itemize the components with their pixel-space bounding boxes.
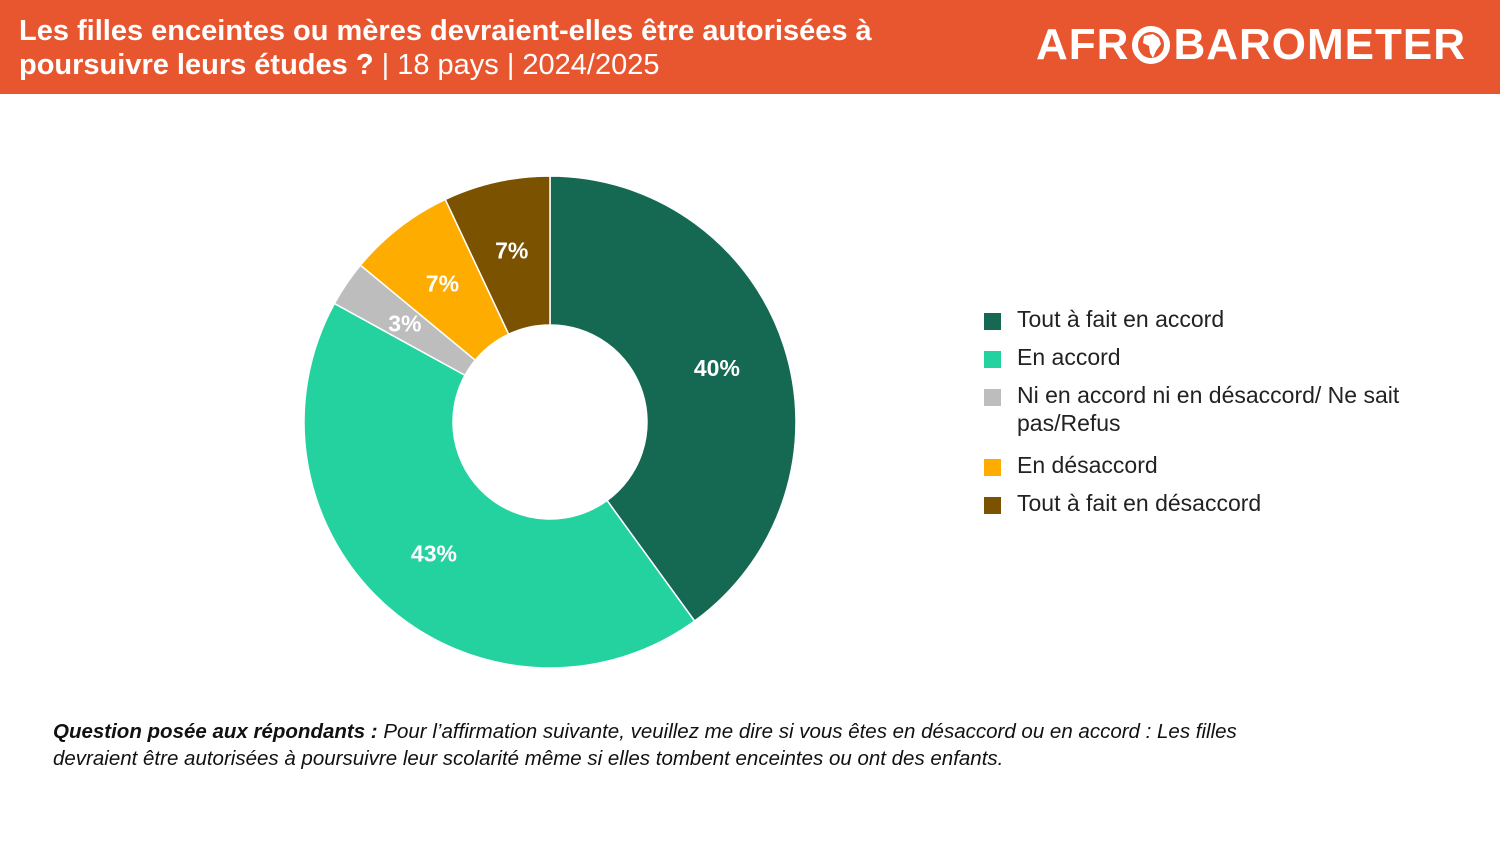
data-label-2: 3% bbox=[388, 310, 421, 336]
donut-chart-svg: 40%43%3%7%7% bbox=[303, 175, 797, 669]
legend-swatch bbox=[984, 459, 1001, 476]
donut-slice-0 bbox=[549, 175, 797, 623]
question-footnote: Question posée aux répondants : Pour l’a… bbox=[53, 718, 1293, 772]
data-label-0: 40% bbox=[694, 355, 740, 381]
data-label-1: 43% bbox=[411, 541, 457, 567]
donut-chart: 40% 43% 3% 7% 7% bbox=[290, 160, 810, 680]
page-title: Les filles enceintes ou mères devraient-… bbox=[19, 14, 1019, 82]
question-text: Pour l’affirmation suivante, veuillez me… bbox=[53, 720, 1237, 770]
legend-label: Ni en accord ni en désaccord/ Ne sait pa… bbox=[1017, 382, 1400, 436]
africa-globe-icon bbox=[1132, 26, 1171, 64]
logo-text-right: BAROMETER bbox=[1173, 20, 1466, 69]
donut-slice-1 bbox=[303, 302, 696, 669]
legend-label: En désaccord bbox=[1017, 452, 1158, 478]
legend-item-1: En accord bbox=[984, 343, 1477, 371]
legend-item-0: Tout à fait en accord bbox=[984, 305, 1477, 333]
data-label-4: 7% bbox=[495, 238, 528, 264]
legend-label: Tout à fait en désaccord bbox=[1017, 490, 1262, 516]
afrobarometer-logo: AFR BAROMETER bbox=[1036, 20, 1466, 70]
legend-swatch bbox=[984, 497, 1001, 514]
legend-swatch bbox=[984, 351, 1001, 368]
legend-item-4: Tout à fait en désaccord bbox=[984, 489, 1477, 517]
donut-slice-4 bbox=[444, 175, 551, 336]
legend-label: En accord bbox=[1017, 344, 1121, 370]
title-question: Les filles enceintes ou mères devraient-… bbox=[19, 15, 872, 81]
legend-swatch bbox=[984, 313, 1001, 330]
data-label-3: 7% bbox=[426, 270, 459, 296]
logo-text-left: AFR bbox=[1036, 20, 1130, 69]
question-label: Question posée aux répondants : bbox=[53, 720, 378, 743]
title-meta: | 18 pays | 2024/2025 bbox=[373, 49, 660, 81]
legend-label: Tout à fait en accord bbox=[1017, 306, 1225, 332]
legend-item-2: Ni en accord ni en désaccord/ Ne sait pa… bbox=[984, 381, 1477, 437]
legend-swatch bbox=[984, 389, 1001, 406]
header-bar: Les filles enceintes ou mères devraient-… bbox=[0, 0, 1500, 94]
legend-item-3: En désaccord bbox=[984, 451, 1477, 479]
